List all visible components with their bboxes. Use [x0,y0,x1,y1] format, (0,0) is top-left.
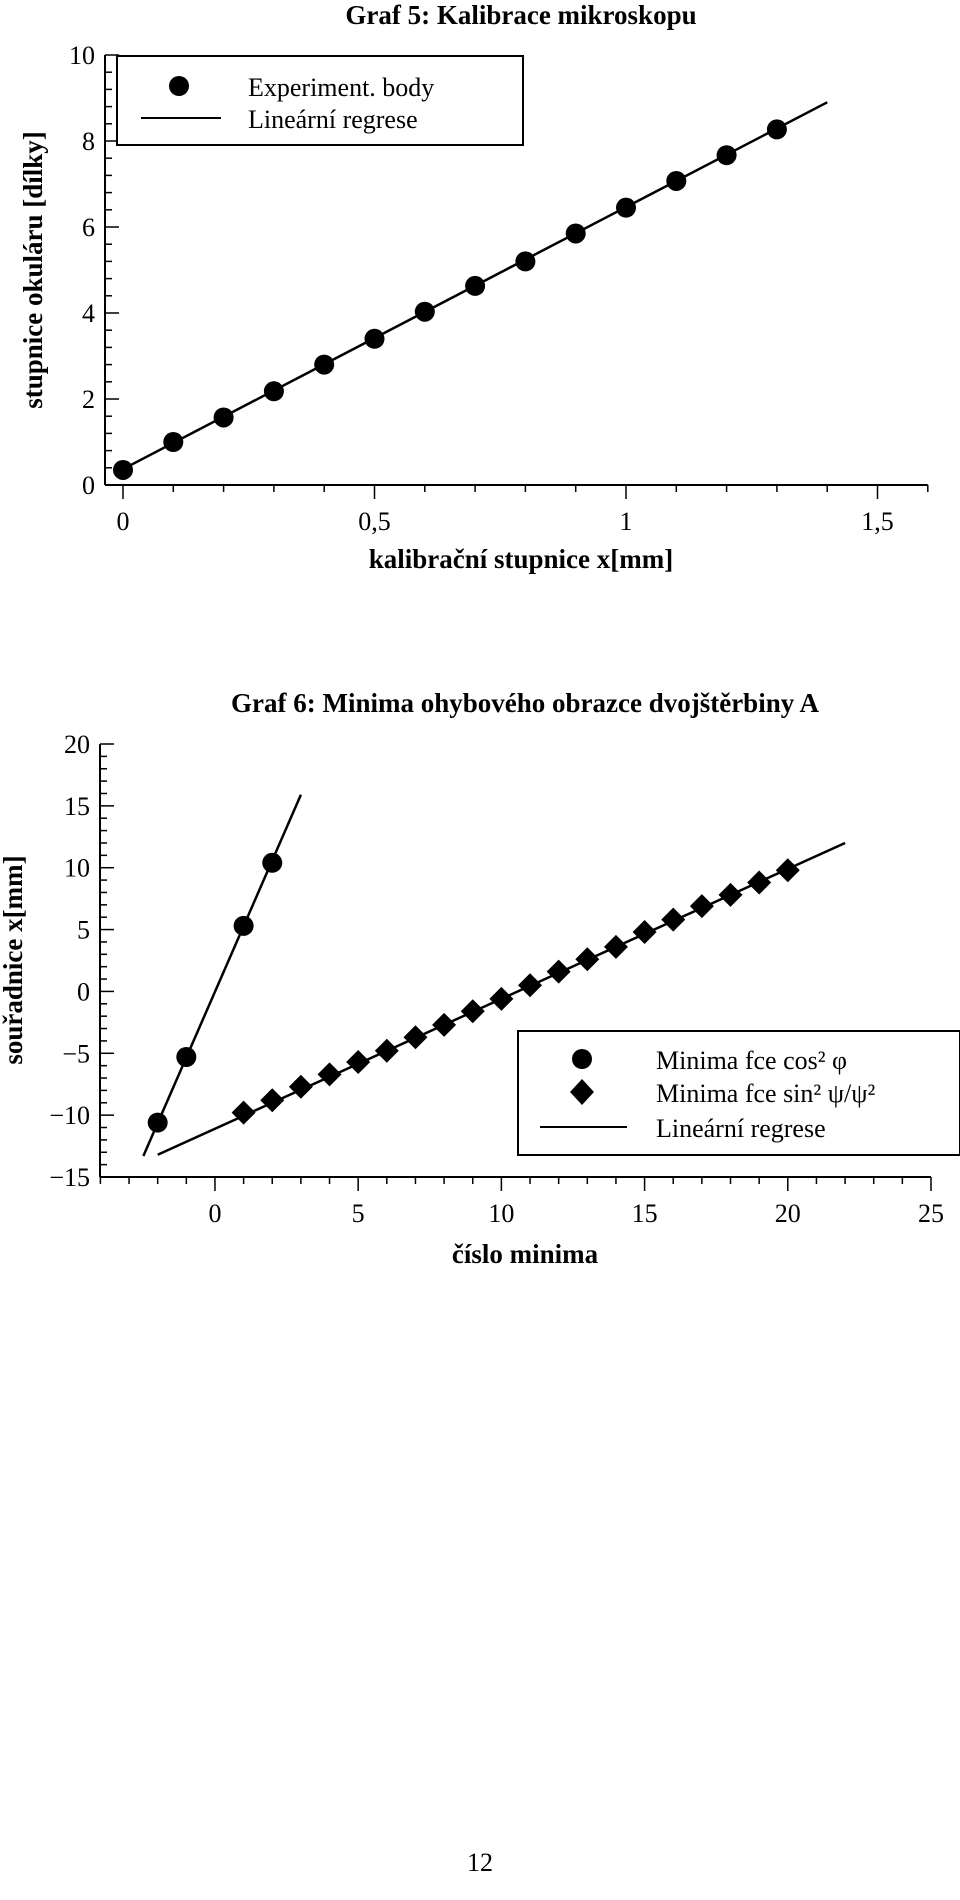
y-tick-label: −5 [62,1039,90,1068]
legend-label: Lineární regrese [248,105,418,134]
y-tick-label: −15 [49,1163,90,1192]
y-tick-label: 15 [64,792,90,821]
data-point-circle [766,119,787,140]
y-axis-ticks: 0 2 4 6 8 10 [69,41,119,500]
data-point-circle [414,301,435,322]
data-points [113,119,787,480]
legend-label: Experiment. body [248,73,434,102]
data-point-diamond [718,882,743,907]
x-tick-label: 5 [352,1199,365,1228]
legend-label: Minima fce cos² φ [656,1046,847,1075]
data-point-circle [147,1112,168,1133]
data-point-diamond [747,870,772,895]
data-point-diamond [346,1049,371,1074]
y-axis-label: stupnice okuláru [dílky] [18,131,48,409]
data-point-circle [176,1046,197,1067]
data-point-diamond [689,894,714,919]
legend-box [116,55,524,146]
y-tick-label: 10 [69,41,95,70]
data-point-diamond [575,947,600,972]
x-tick-label: 10 [488,1199,514,1228]
data-point-diamond [403,1025,428,1050]
chart-title: Graf 5: Kalibrace mikroskopu [345,0,696,30]
data-point-diamond [231,1100,256,1125]
y-tick-label: 4 [82,299,95,328]
data-point-diamond [518,973,543,998]
y-axis-label: souřadnice x[mm] [0,855,28,1064]
data-point-diamond [632,920,657,945]
chart-axes [99,744,931,1178]
data-point-circle [716,145,737,166]
x-axis-label: číslo minima [452,1239,599,1269]
data-point-diamond [489,986,514,1011]
legend-marker-circle [169,76,189,96]
legend: Experiment. body Lineární regrese [116,55,524,146]
data-point-circle [113,459,133,480]
data-point-diamond [288,1074,313,1099]
data-point-circle [565,223,586,244]
y-tick-label: 20 [64,730,90,759]
data-point-circle [263,381,284,402]
data-point-diamond [775,858,800,883]
legend-label: Lineární regrese [656,1114,826,1143]
data-point-diamond [603,934,628,959]
y-tick-label: 0 [82,471,95,500]
x-tick-label: 0,5 [358,507,391,536]
x-axis-label: kalibrační stupnice x[mm] [369,544,674,574]
legend-marker-circle [572,1049,592,1069]
x-tick-label: 1,5 [861,507,894,536]
data-point-circle [364,328,385,349]
x-axis-ticks: 0 0,5 1 1,5 [117,485,929,536]
data-point-circle [163,432,184,452]
x-axis-ticks: 0 5 10 15 20 25 [99,1177,944,1228]
page-number: 12 [467,1848,493,1877]
legend-marker-diamond [570,1079,594,1105]
y-tick-label: 10 [64,854,90,883]
data-point-diamond [546,959,571,984]
chart-graf-6: Graf 6: Minima ohybového obrazce dvojště… [0,688,960,1269]
y-tick-label: 6 [82,213,95,242]
data-point-circle [666,170,687,191]
x-tick-label: 1 [620,507,633,536]
x-tick-label: 20 [775,1199,801,1228]
chart-title: Graf 6: Minima ohybového obrazce dvojště… [231,688,819,718]
y-tick-label: 5 [77,916,90,945]
x-tick-label: 0 [208,1199,221,1228]
x-tick-label: 25 [918,1199,944,1228]
data-point-circle [213,407,234,428]
data-point-circle [616,197,636,218]
data-point-diamond [374,1038,399,1063]
chart-graf-5: Graf 5: Kalibrace mikroskopu 0 2 4 6 8 10 0 0,… [18,0,929,574]
data-point-diamond [460,999,485,1024]
data-point-diamond [432,1012,457,1037]
data-point-diamond [260,1088,285,1113]
y-tick-label: 0 [77,977,90,1006]
data-points [147,852,800,1133]
y-tick-label: −10 [49,1101,90,1130]
data-point-circle [314,354,335,375]
data-point-diamond [661,907,686,932]
data-point-circle [465,275,486,296]
x-tick-label: 0 [117,507,130,536]
data-point-circle [262,852,283,873]
y-tick-label: 8 [82,127,95,156]
data-point-diamond [317,1062,342,1087]
data-point-circle [515,251,536,272]
chart-axes [104,55,928,486]
y-tick-label: 2 [82,385,95,414]
y-axis-ticks: −15 −10 −5 0 5 10 15 20 [49,730,114,1192]
data-point-circle [233,915,254,936]
legend: Minima fce cos² φ Minima fce sin² ψ/ψ² L… [517,1030,960,1156]
x-tick-label: 15 [632,1199,658,1228]
legend-label: Minima fce sin² ψ/ψ² [656,1079,875,1108]
